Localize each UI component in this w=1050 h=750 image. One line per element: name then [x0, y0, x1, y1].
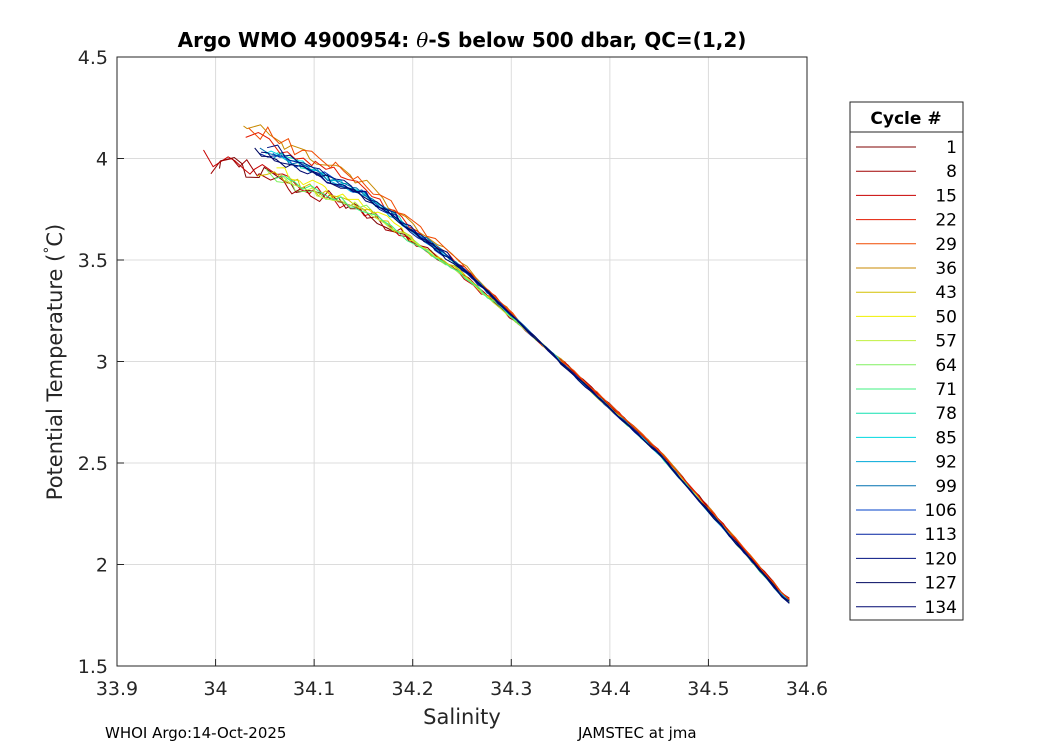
- legend-label-43: 43: [935, 283, 957, 303]
- legend-label-15: 15: [935, 186, 957, 206]
- legend-label-134: 134: [925, 598, 957, 618]
- legend-label-50: 50: [935, 307, 957, 327]
- y-tick-label: 1.5: [78, 656, 108, 678]
- legend-label-8: 8: [946, 162, 957, 182]
- x-tick-label: 34: [203, 678, 227, 700]
- legend: Cycle # 18152229364350576471788592991061…: [849, 101, 964, 621]
- legend-label-127: 127: [925, 574, 957, 594]
- legend-label-22: 22: [935, 211, 957, 231]
- series-cycle-134: [261, 151, 790, 604]
- legend-label-85: 85: [935, 428, 957, 448]
- legend-label-92: 92: [935, 453, 957, 473]
- x-tick-label: 34.5: [687, 678, 729, 700]
- legend-label-113: 113: [925, 525, 957, 545]
- legend-label-78: 78: [935, 404, 957, 424]
- chart-title: Argo WMO 4900954: θ-S below 500 dbar, QC…: [178, 28, 747, 52]
- legend-label-57: 57: [935, 332, 957, 352]
- legend-label-36: 36: [935, 259, 957, 279]
- legend-entries: 1 8 15 22 29 36 43 50 57 64 71 78 85 92 99 106 113 120 127…: [856, 138, 957, 618]
- x-tick-label: 34.6: [786, 678, 828, 700]
- y-axis-label-degree: °: [42, 247, 58, 254]
- y-tick-label: 4.5: [78, 47, 108, 69]
- y-tick-label: 3: [96, 352, 108, 374]
- legend-label-64: 64: [935, 356, 957, 376]
- footer-left-text: WHOI Argo:14-Oct-2025: [105, 724, 287, 742]
- chart-title-suffix: -S below 500 dbar, QC=(1,2): [428, 28, 746, 52]
- legend-label-120: 120: [925, 549, 957, 569]
- legend-label-99: 99: [935, 477, 957, 497]
- legend-box: [849, 101, 964, 621]
- y-tick-label: 2: [96, 555, 108, 577]
- x-axis-label: Salinity: [423, 705, 501, 729]
- y-axis-label-unit: C): [43, 224, 67, 247]
- x-tick-label: 33.9: [96, 678, 138, 700]
- y-axis-label-main: Potential Temperature (: [43, 254, 67, 501]
- y-axis-label: Potential Temperature (°C): [42, 224, 67, 500]
- legend-title: Cycle #: [870, 109, 941, 129]
- y-tick-label: 3.5: [78, 250, 108, 272]
- legend-label-1: 1: [946, 138, 957, 158]
- legend-label-71: 71: [935, 380, 957, 400]
- chart-title-theta: θ: [416, 28, 428, 52]
- y-axis-ticks: 1.5 2 2.5 3 3.5 4 4.5: [78, 47, 124, 678]
- x-tick-label: 34.2: [392, 678, 434, 700]
- legend-label-106: 106: [925, 501, 957, 521]
- footer-right-text: JAMSTEC at jma: [578, 724, 697, 742]
- x-axis-ticks: 33.9 34 34.1 34.2 34.3 34.4 34.5 34.6: [96, 659, 828, 700]
- chart-title-prefix: Argo WMO 4900954:: [178, 28, 417, 52]
- x-tick-label: 34.3: [490, 678, 532, 700]
- x-tick-label: 34.1: [293, 678, 335, 700]
- y-tick-label: 2.5: [78, 453, 108, 475]
- data-series: [203, 124, 790, 604]
- x-tick-label: 34.4: [589, 678, 631, 700]
- legend-label-29: 29: [935, 235, 957, 255]
- y-tick-label: 4: [96, 149, 108, 171]
